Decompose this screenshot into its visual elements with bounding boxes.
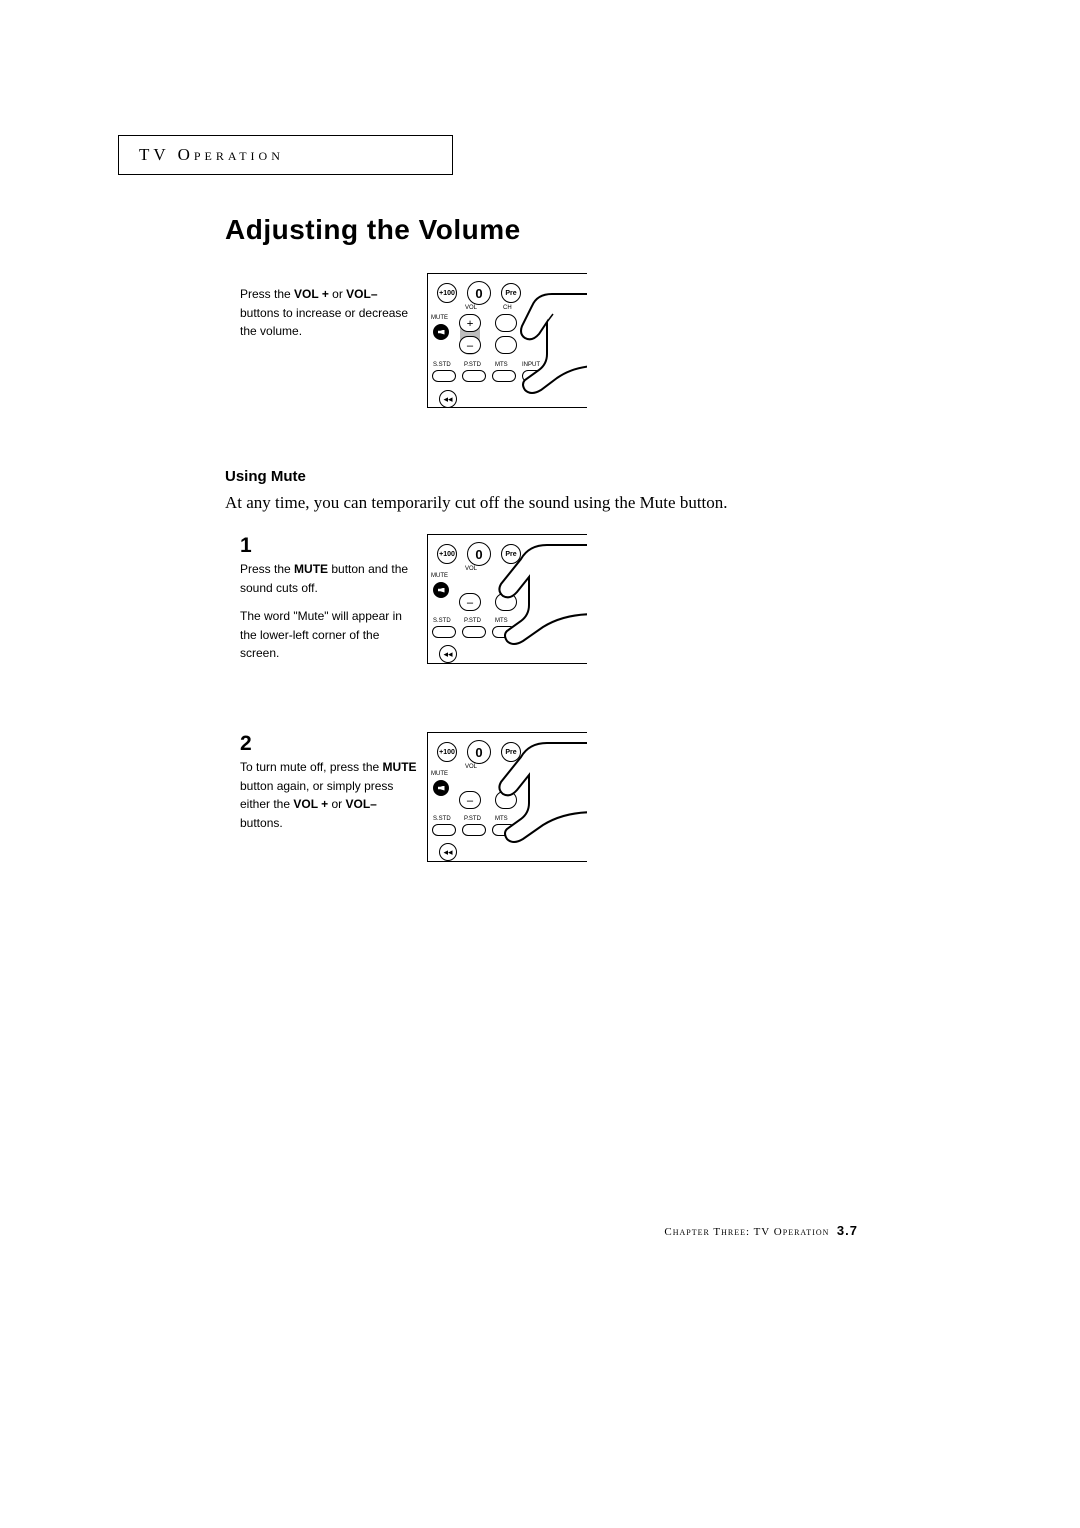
mute-button-icon — [433, 780, 449, 796]
mute-bold: MUTE — [294, 562, 328, 576]
vol-label: VOL — [465, 305, 477, 311]
mute-bold: MUTE — [383, 760, 417, 774]
remote-illustration-mute-on: +100 0 Pre VOL MUTE – S.STD P.STD MTS ◂◂ — [427, 534, 587, 664]
text: or — [328, 797, 345, 811]
step-1-number: 1 — [240, 534, 252, 558]
remote-illustration-volume: +100 0 Pre VOL CH MUTE + – S.STD P.STD M… — [427, 273, 587, 408]
plus100-button: +100 — [437, 544, 457, 564]
step-2-text: To turn mute off, press the MUTE button … — [240, 758, 420, 832]
vol-minus-bold: VOL– — [346, 797, 377, 811]
rewind-button: ◂◂ — [439, 645, 457, 663]
mute-button-icon — [433, 582, 449, 598]
sstd-button — [432, 370, 456, 382]
hand-icon — [477, 539, 587, 659]
divider — [427, 733, 428, 861]
step-1-p2: The word "Mute" will appear in the lower… — [240, 607, 420, 663]
mute-label: MUTE — [431, 771, 448, 777]
page-title: Adjusting the Volume — [225, 214, 521, 246]
text: or — [329, 287, 346, 301]
sstd-label: S.STD — [433, 362, 451, 368]
sstd-button — [432, 626, 456, 638]
text: To turn mute off, press the — [240, 760, 383, 774]
sstd-label: S.STD — [433, 618, 451, 624]
hand-icon — [477, 737, 587, 857]
hand-icon — [477, 284, 587, 404]
vol-label: VOL — [465, 764, 477, 770]
manual-page: TV Operation Adjusting the Volume Press … — [0, 0, 1080, 1528]
sstd-button — [432, 824, 456, 836]
divider — [427, 535, 428, 663]
mute-subheading: Using Mute — [225, 468, 306, 485]
vol-minus-label: VOL– — [346, 287, 377, 301]
step-1-text: Press the MUTE button and the sound cuts… — [240, 560, 420, 663]
plus100-button: +100 — [437, 742, 457, 762]
rewind-button: ◂◂ — [439, 390, 457, 408]
remote-illustration-mute-off: +100 0 Pre VOL MUTE – S.STD P.STD MTS ◂◂ — [427, 732, 587, 862]
step-2-number: 2 — [240, 732, 252, 756]
section-header-box: TV Operation — [118, 135, 453, 175]
rewind-button: ◂◂ — [439, 843, 457, 861]
vol-label: VOL — [465, 566, 477, 572]
footer-chapter: Chapter Three: TV Operation — [664, 1226, 829, 1238]
text: buttons to increase or decrease the volu… — [240, 306, 408, 339]
vol-plus-label: VOL + — [294, 287, 329, 301]
divider — [427, 274, 428, 407]
mute-button-icon — [433, 324, 449, 340]
text: buttons. — [240, 816, 283, 830]
mute-description: At any time, you can temporarily cut off… — [225, 493, 728, 513]
volume-instruction: Press the VOL + or VOL– buttons to incre… — [240, 285, 420, 341]
section-label: TV Operation — [139, 145, 284, 164]
step-1-p1: Press the MUTE button and the sound cuts… — [240, 560, 420, 597]
mute-label: MUTE — [431, 315, 448, 321]
page-footer: Chapter Three: TV Operation 3.7 — [0, 1223, 858, 1238]
vol-plus-bold: VOL + — [293, 797, 328, 811]
plus100-button: +100 — [437, 283, 457, 303]
footer-page-number: 3.7 — [837, 1223, 858, 1238]
mute-label: MUTE — [431, 573, 448, 579]
sstd-label: S.STD — [433, 816, 451, 822]
text: Press the — [240, 287, 294, 301]
text: Press the — [240, 562, 294, 576]
